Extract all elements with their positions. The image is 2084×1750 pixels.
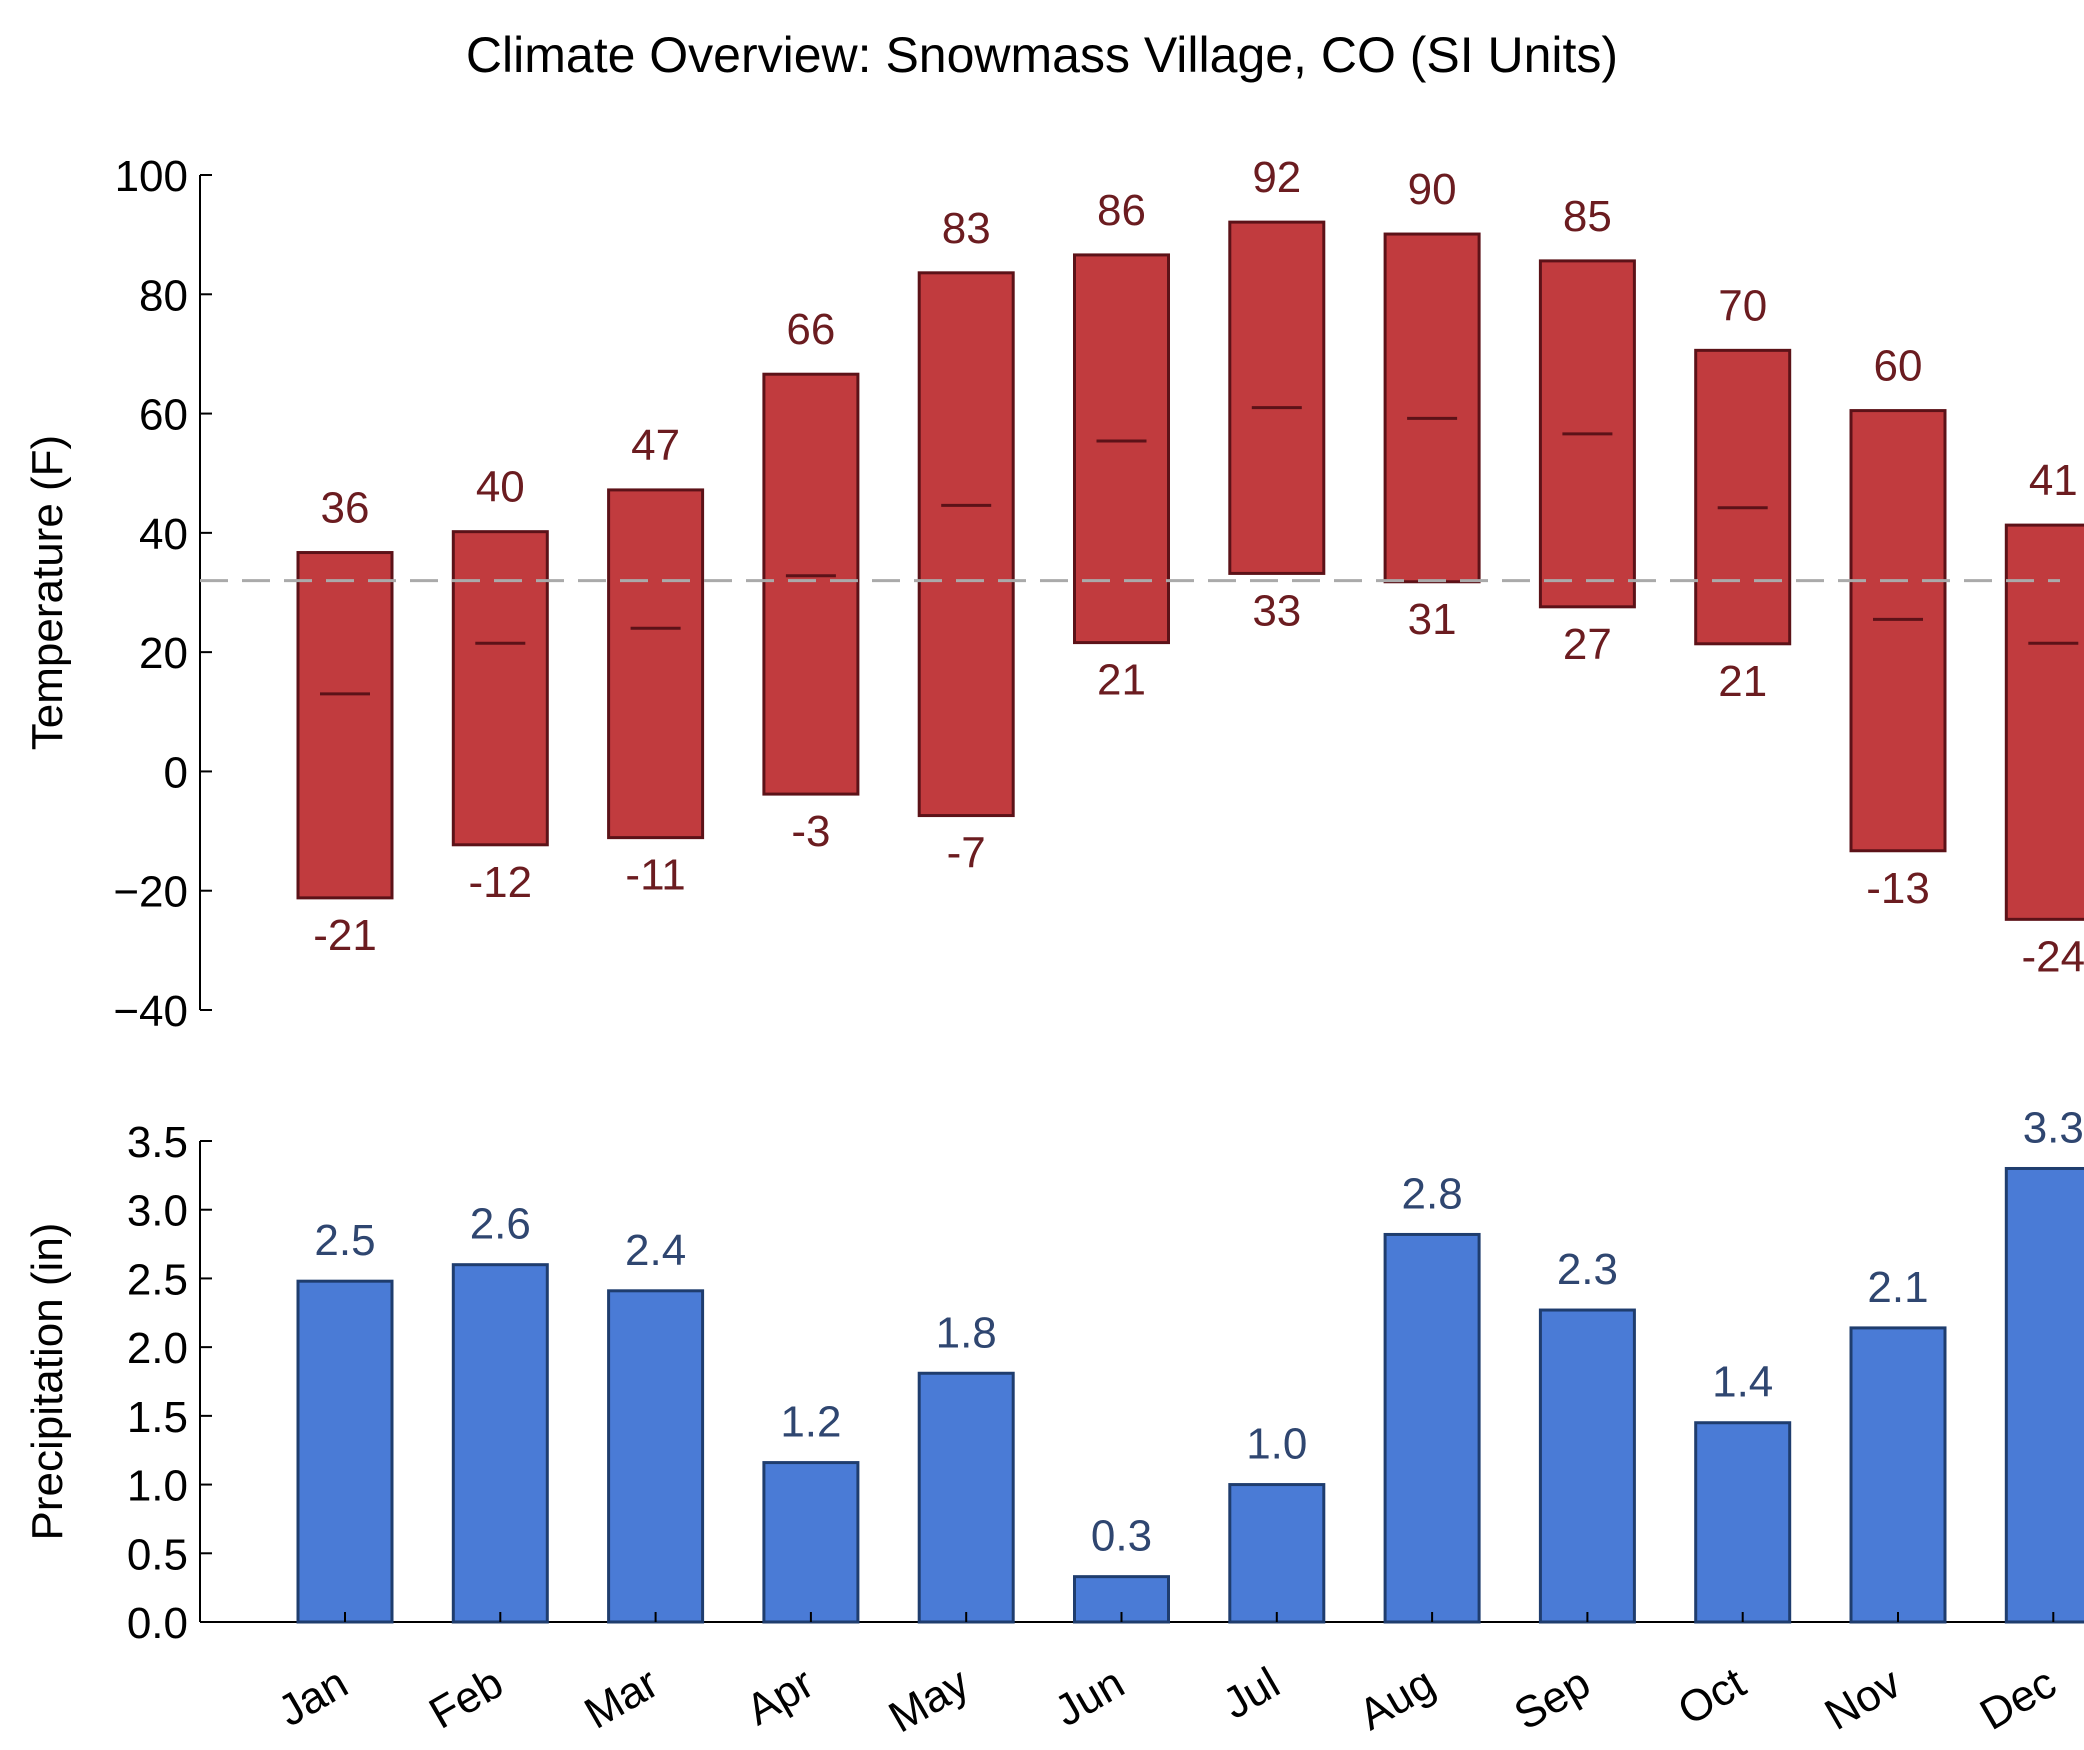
temperature-range-bar: [1849, 409, 1947, 853]
precipitation-y-tick-label: 3.0: [127, 1187, 188, 1236]
month-label: Oct: [1670, 1658, 1754, 1735]
precipitation-bar: [762, 1461, 860, 1624]
precipitation-bar: [296, 1279, 394, 1624]
temperature-low-label: 27: [1563, 620, 1612, 669]
temperature-low-label: 21: [1718, 657, 1767, 706]
precipitation-y-tick-label: 1.0: [127, 1462, 188, 1511]
temperature-y-tick-label: 100: [115, 152, 188, 201]
precipitation-y-tick-label: 1.5: [127, 1393, 188, 1442]
month-label: Jan: [270, 1658, 356, 1736]
temperature-range-bar: [917, 271, 1015, 818]
precipitation-bar: [917, 1371, 1015, 1624]
temperature-high-label: 85: [1563, 192, 1612, 241]
month-label: Nov: [1817, 1658, 1909, 1740]
month-label: Jul: [1215, 1658, 1288, 1729]
precipitation-bar: [1228, 1483, 1326, 1624]
month-label: Feb: [421, 1658, 511, 1738]
precipitation-value-label: 0.3: [1091, 1512, 1152, 1561]
temperature-high-label: 47: [631, 421, 680, 470]
temperature-y-tick-label: 20: [139, 629, 188, 678]
precipitation-bar: [1538, 1308, 1636, 1624]
temperature-range-bar: [2004, 523, 2084, 921]
month-label: Sep: [1506, 1658, 1598, 1740]
precipitation-y-tick-label: 3.5: [127, 1118, 188, 1167]
temperature-range-bar: [762, 372, 860, 796]
temperature-high-label: 90: [1408, 165, 1457, 214]
temperature-low-label: -13: [1866, 864, 1930, 913]
month-label: Apr: [738, 1658, 822, 1735]
precipitation-value-label: 2.3: [1557, 1245, 1618, 1294]
temperature-low-label: 33: [1252, 586, 1301, 635]
chart-title: Climate Overview: Snowmass Village, CO (…: [466, 27, 1618, 83]
temperature-high-label: 66: [786, 305, 835, 354]
month-label: May: [881, 1658, 977, 1742]
precipitation-value-label: 1.2: [780, 1398, 841, 1447]
precipitation-panel: 3.5 3.0 2.5 2.0 1.5 1.0 0.5 0.0 Precipitation (i…: [23, 1103, 2084, 1742]
temperature-y-tick-label: 40: [139, 510, 188, 559]
temperature-y-tick-label: 60: [139, 391, 188, 440]
temperature-range-bar: [451, 530, 549, 847]
precipitation-y-axis-label: Precipitation (in): [23, 1223, 72, 1541]
temperature-panel: 100 80 60 40 20 0 −20 −40 Temperature (F) 36 -21 40…: [23, 152, 2084, 1036]
temperature-low-label: -11: [625, 851, 685, 900]
temperature-low-label: 31: [1408, 595, 1457, 644]
precipitation-value-label: 2.6: [470, 1200, 531, 1249]
precipitation-bar: [1849, 1326, 1947, 1624]
precipitation-y-tick-label: 0.0: [127, 1599, 188, 1648]
temperature-y-axis-label: Temperature (F): [23, 435, 72, 750]
temperature-low-label: -21: [313, 911, 377, 960]
temperature-y-tick-label: −40: [113, 987, 188, 1036]
precipitation-bar: [2004, 1166, 2084, 1624]
precipitation-value-label: 3.3: [2023, 1103, 2084, 1152]
temperature-low-label: -24: [2022, 932, 2084, 981]
precipitation-bar: [1383, 1232, 1481, 1624]
precipitation-value-label: 2.4: [625, 1226, 686, 1275]
precipitation-y-tick-label: 0.5: [127, 1530, 188, 1579]
temperature-high-label: 36: [321, 484, 370, 533]
precipitation-y-tick-label: 2.0: [127, 1324, 188, 1373]
temperature-low-label: -7: [947, 829, 986, 878]
temperature-range-bar: [1228, 220, 1326, 575]
precipitation-bar: [607, 1289, 705, 1624]
temperature-high-label: 70: [1718, 281, 1767, 330]
precipitation-value-label: 1.4: [1712, 1358, 1773, 1407]
temperature-low-label: 21: [1097, 656, 1146, 705]
temperature-range-bar: [607, 488, 705, 840]
month-label: Mar: [576, 1658, 666, 1738]
temperature-high-label: 86: [1097, 186, 1146, 235]
precipitation-bar: [1694, 1421, 1792, 1624]
temperature-high-label: 40: [476, 463, 525, 512]
temperature-low-label: -3: [791, 807, 830, 856]
precipitation-value-label: 1.0: [1246, 1420, 1307, 1469]
month-label: Jun: [1047, 1658, 1133, 1736]
month-label: Aug: [1351, 1658, 1443, 1740]
temperature-high-label: 92: [1252, 153, 1301, 202]
temperature-range-bar: [1383, 232, 1481, 584]
precipitation-y-tick-label: 2.5: [127, 1255, 188, 1304]
temperature-high-label: 41: [2029, 456, 2078, 505]
precipitation-value-label: 1.8: [936, 1308, 997, 1357]
month-label: Dec: [1972, 1658, 2064, 1740]
temperature-y-tick-label: 0: [164, 748, 188, 797]
precipitation-value-label: 2.8: [1402, 1169, 1463, 1218]
temperature-high-label: 83: [942, 204, 991, 253]
precipitation-bar: [451, 1263, 549, 1624]
temperature-y-tick-label: −20: [113, 868, 188, 917]
precipitation-value-label: 2.5: [314, 1216, 375, 1265]
temperature-range-bar: [296, 551, 394, 900]
temperature-range-bar: [1694, 348, 1792, 646]
temperature-range-bar: [1073, 253, 1170, 645]
temperature-y-tick-label: 80: [139, 271, 188, 320]
temperature-low-label: -12: [469, 858, 533, 907]
temperature-high-label: 60: [1874, 342, 1923, 391]
precipitation-value-label: 2.1: [1867, 1263, 1928, 1312]
